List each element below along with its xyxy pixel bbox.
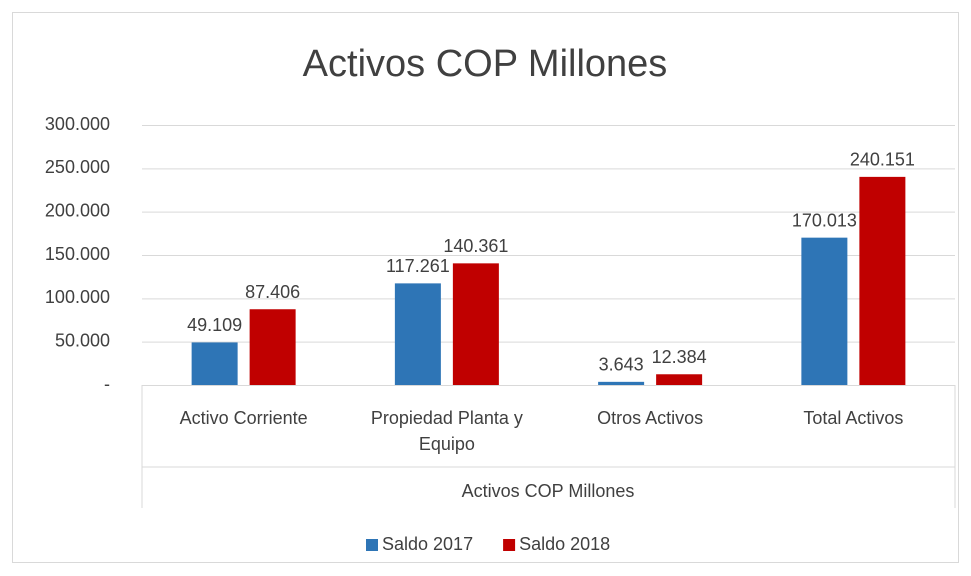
x-axis-title: Activos COP Millones	[462, 481, 635, 501]
y-tick-label: 100.000	[45, 287, 110, 307]
bar	[801, 237, 848, 385]
legend-label: Saldo 2017	[382, 534, 473, 554]
x-tick-label: Activo Corriente	[179, 408, 308, 428]
data-label: 170.013	[792, 210, 857, 230]
x-tick-label: Propiedad Planta y Equipo	[370, 408, 523, 454]
bar	[394, 283, 441, 385]
bar	[191, 342, 238, 385]
x-tick-label: Otros Activos	[597, 408, 704, 428]
y-tick-label: 200.000	[45, 200, 110, 220]
data-label: 49.109	[187, 315, 242, 335]
data-label: 240.151	[850, 150, 915, 170]
bar	[656, 374, 703, 385]
legend-label: Saldo 2018	[519, 534, 610, 554]
y-tick-label: 250.000	[45, 157, 110, 177]
bar	[452, 263, 499, 385]
data-label: 117.261	[386, 256, 450, 276]
bar	[859, 176, 906, 385]
data-label: 3.643	[599, 355, 644, 375]
y-tick-label: 150.000	[45, 244, 110, 264]
data-label: 87.406	[245, 282, 300, 302]
y-tick-label: 50.000	[55, 330, 110, 350]
data-label: 140.361	[443, 236, 508, 256]
y-tick-label: -	[104, 374, 110, 394]
bar	[249, 309, 296, 385]
x-tick-label: Total Activos	[803, 408, 904, 428]
legend-swatch	[503, 539, 516, 551]
chart-title: Activos COP Millones	[303, 43, 668, 85]
bar	[598, 381, 645, 385]
y-tick-label: 300.000	[45, 114, 110, 134]
data-label: 12.384	[652, 347, 707, 367]
legend-swatch	[366, 539, 378, 551]
